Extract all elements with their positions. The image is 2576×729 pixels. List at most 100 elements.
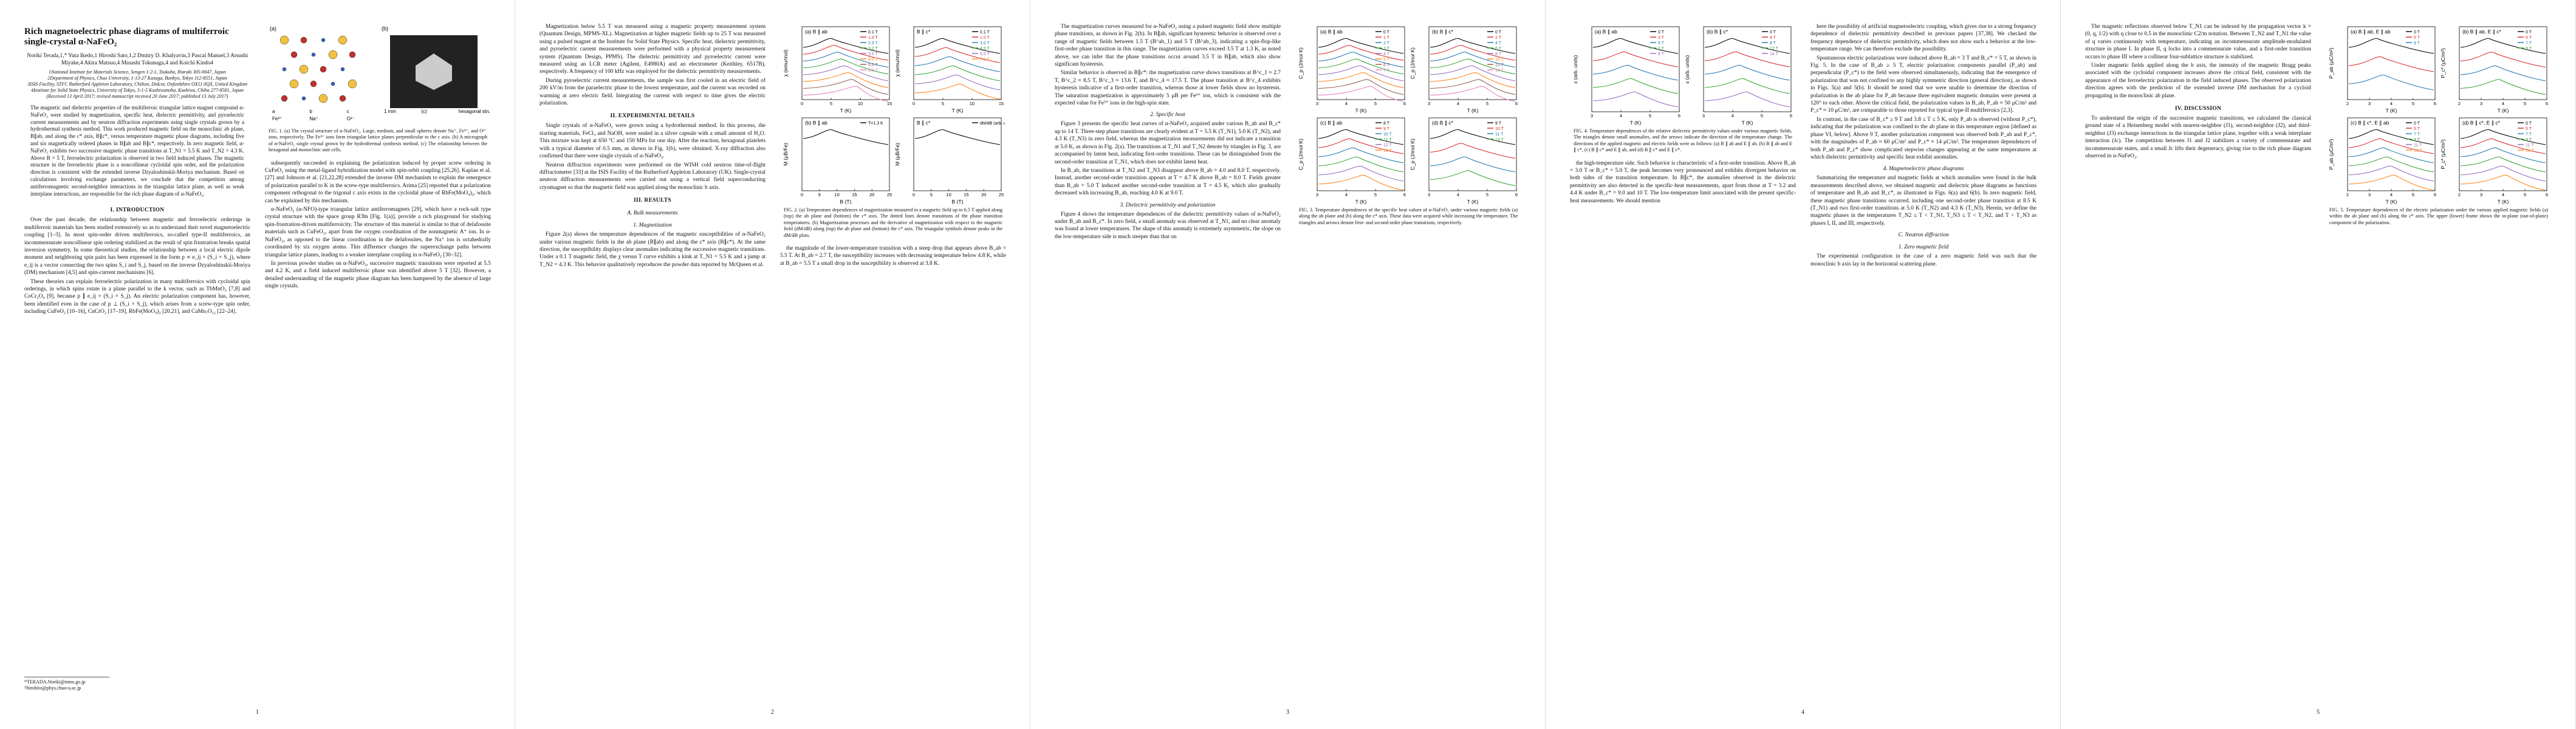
paper-title: Rich magnetoelectric phase diagrams of m…: [24, 27, 229, 47]
plot-panel: 2 3 4 5 6 T (K) P_ab (μC/m²) (c) B ∥ c*, E ∥ ab…: [2328, 117, 2436, 205]
x-tick-label: 0: [913, 192, 915, 197]
plot-panel: 3 4 5 6 T (K) C_p (J/mol K) (c) B ∥ ab 8 T9 T10…: [1298, 117, 1406, 205]
decorative-curve: [803, 65, 889, 81]
x-tick-label: 2: [2458, 192, 2461, 197]
x-tick-label: 6: [1515, 101, 1518, 106]
x-tick-label: 5: [1649, 113, 1651, 118]
plot-frame: [2347, 117, 2436, 191]
decorative-curve: [1704, 51, 1790, 67]
paragraph: The experimental configuration in the ca…: [1810, 253, 2036, 267]
section-heading: I. INTRODUCTION: [110, 207, 165, 214]
decorative-curve: [2460, 138, 2546, 154]
plot-frame: [913, 117, 1002, 191]
legend-label: 0 T: [2414, 122, 2420, 126]
schematic-label: b: [309, 109, 312, 114]
atom: [331, 81, 335, 86]
x-tick-label: 0: [913, 101, 915, 106]
decorative-curve: [1318, 52, 1404, 67]
figure: 2 3 4 5 6 T (K) P_ab (μC/m²) (a) B ∥ ab, E ∥ ab…: [2326, 23, 2552, 205]
legend-label: 1.0 T: [980, 36, 990, 40]
footnote-line: †hirohito@phys.chuo-u.ac.jp: [24, 685, 81, 691]
legend-label: 0 T: [1658, 30, 1665, 35]
paragraph: The magnetic reflections observed below …: [2085, 24, 2311, 60]
x-tick-label: 5: [2524, 192, 2526, 197]
legend-label: 8 T: [1495, 52, 1502, 56]
y-axis-label: P_c* (μC/m²): [2440, 48, 2446, 78]
decorative-curve: [1430, 156, 1516, 173]
legend-label: 7.0 T: [980, 58, 990, 62]
x-tick-label: 3: [1702, 113, 1705, 118]
decorative-curve: [2348, 147, 2434, 163]
schematic-label: hexagonal structure: [459, 109, 490, 114]
affiliation: 2Department of Physics, Chuo University,…: [47, 75, 227, 81]
paragraph: In contrast, in the case of B_c* ≥ 9 T a…: [1810, 116, 2036, 160]
figure-caption: FIG. 1. (a) The crystal structure of α-N…: [269, 128, 487, 153]
decorative-curve: [2460, 52, 2546, 67]
legend-label: 3 T: [1383, 47, 1390, 51]
decorative-curve: [2348, 38, 2434, 54]
x-tick-label: 6: [1678, 113, 1680, 118]
decorative-curve: [1318, 174, 1404, 191]
x-tick-label: 3: [2368, 192, 2371, 197]
legend-label: 0 T: [1383, 30, 1390, 35]
plot-panel: 3 4 5 6 T (K) ε (arb. units) (b) B ∥ c* 0 T4 T8…: [1684, 26, 1792, 126]
legend-label: 4.5 T: [980, 47, 990, 51]
paragraph: Single crystals of α-NaFeO₂ were grown u…: [540, 123, 766, 160]
x-tick-label: 4: [1345, 192, 1348, 197]
paragraph: Magnetization below 5.5 T was measured u…: [540, 24, 766, 75]
x-tick-label: 5: [1486, 192, 1488, 197]
figure-caption: FIG. 5. Temperature dependences of the e…: [2329, 207, 2548, 225]
figure: 0 5 10 15 T (K) χ (emu/mol) (a) B ∥ ab 0.1 T 1.0…: [780, 23, 1006, 205]
legend-label: 9 T: [2526, 47, 2532, 51]
x-tick-label: 6: [1790, 113, 1792, 118]
x-tick-label: 6: [1515, 192, 1518, 197]
x-tick-label: 5: [1374, 101, 1377, 106]
panel-label: (d) B ∥ c*, E ∥ c*: [2462, 120, 2501, 126]
x-axis-label: B (T): [840, 199, 852, 205]
plot-frame: [1317, 26, 1405, 100]
decorative-curve: [1592, 51, 1679, 67]
legend-label: 14 T: [1770, 52, 1779, 56]
schematic-label: (c): [421, 109, 427, 114]
legend-label: 7 T: [2526, 41, 2532, 46]
legend-label: 10 T: [1383, 132, 1392, 137]
schematic-label: a: [272, 109, 275, 114]
x-tick-label: 15: [964, 192, 968, 197]
panel-label: (a) B ∥ ab: [805, 29, 827, 35]
decorative-curve: [1318, 65, 1404, 81]
decorative-curve: [2460, 174, 2546, 191]
legend-label: 2.5 T: [868, 41, 879, 46]
decorative-curve: [803, 79, 889, 95]
decorative-curve: [1592, 78, 1679, 94]
y-axis-label: C_p (J/mol K): [1298, 139, 1304, 170]
plot-panel: 3 4 5 6 T (K) ε (arb. units) (a) B ∥ ab 0 T3 T5…: [1572, 26, 1680, 126]
affiliation: 1National Institute for Materials Scienc…: [49, 69, 226, 75]
legend-label: 7 T: [2414, 132, 2420, 137]
page: Rich magnetoelectric phase diagrams of m…: [0, 0, 515, 729]
decorative-curve: [1592, 91, 1679, 108]
paragraph: In B_ab, the transitions at T_N2 and T_N…: [1055, 167, 1281, 197]
x-tick-label: 15: [999, 101, 1004, 106]
decorative-curve: [1704, 38, 1790, 54]
page-number: 1: [256, 709, 259, 716]
schematic-label: O²⁻: [347, 116, 355, 122]
plot-frame: [2459, 117, 2547, 191]
y-axis-label: χ (emu/mol): [894, 49, 900, 77]
paragraph: Similar behavior is observed in B∥c*: th…: [1055, 70, 1281, 107]
legend-label: 13 T: [2526, 149, 2535, 153]
legend-label: 0 T: [2414, 30, 2420, 35]
figure-caption: FIG. 3. Temperature dependences of the s…: [1299, 207, 1518, 225]
x-tick-label: 6: [2546, 101, 2548, 106]
x-tick-label: 20: [981, 192, 986, 197]
decorative-curve: [2460, 129, 2546, 145]
x-axis-label: T (K): [1467, 199, 1479, 205]
atom: [290, 51, 298, 58]
plot-panel: 0 5 10 15 20 25 B (T) M (μB/Fe) (b) B ∥ ab T=1.3 …: [783, 117, 892, 205]
subsection-heading: 4. Magnetoelectric phase diagrams: [1883, 166, 1964, 173]
atom: [311, 52, 316, 57]
x-tick-label: 6: [1403, 101, 1406, 106]
decorative-curve: [914, 56, 1001, 72]
